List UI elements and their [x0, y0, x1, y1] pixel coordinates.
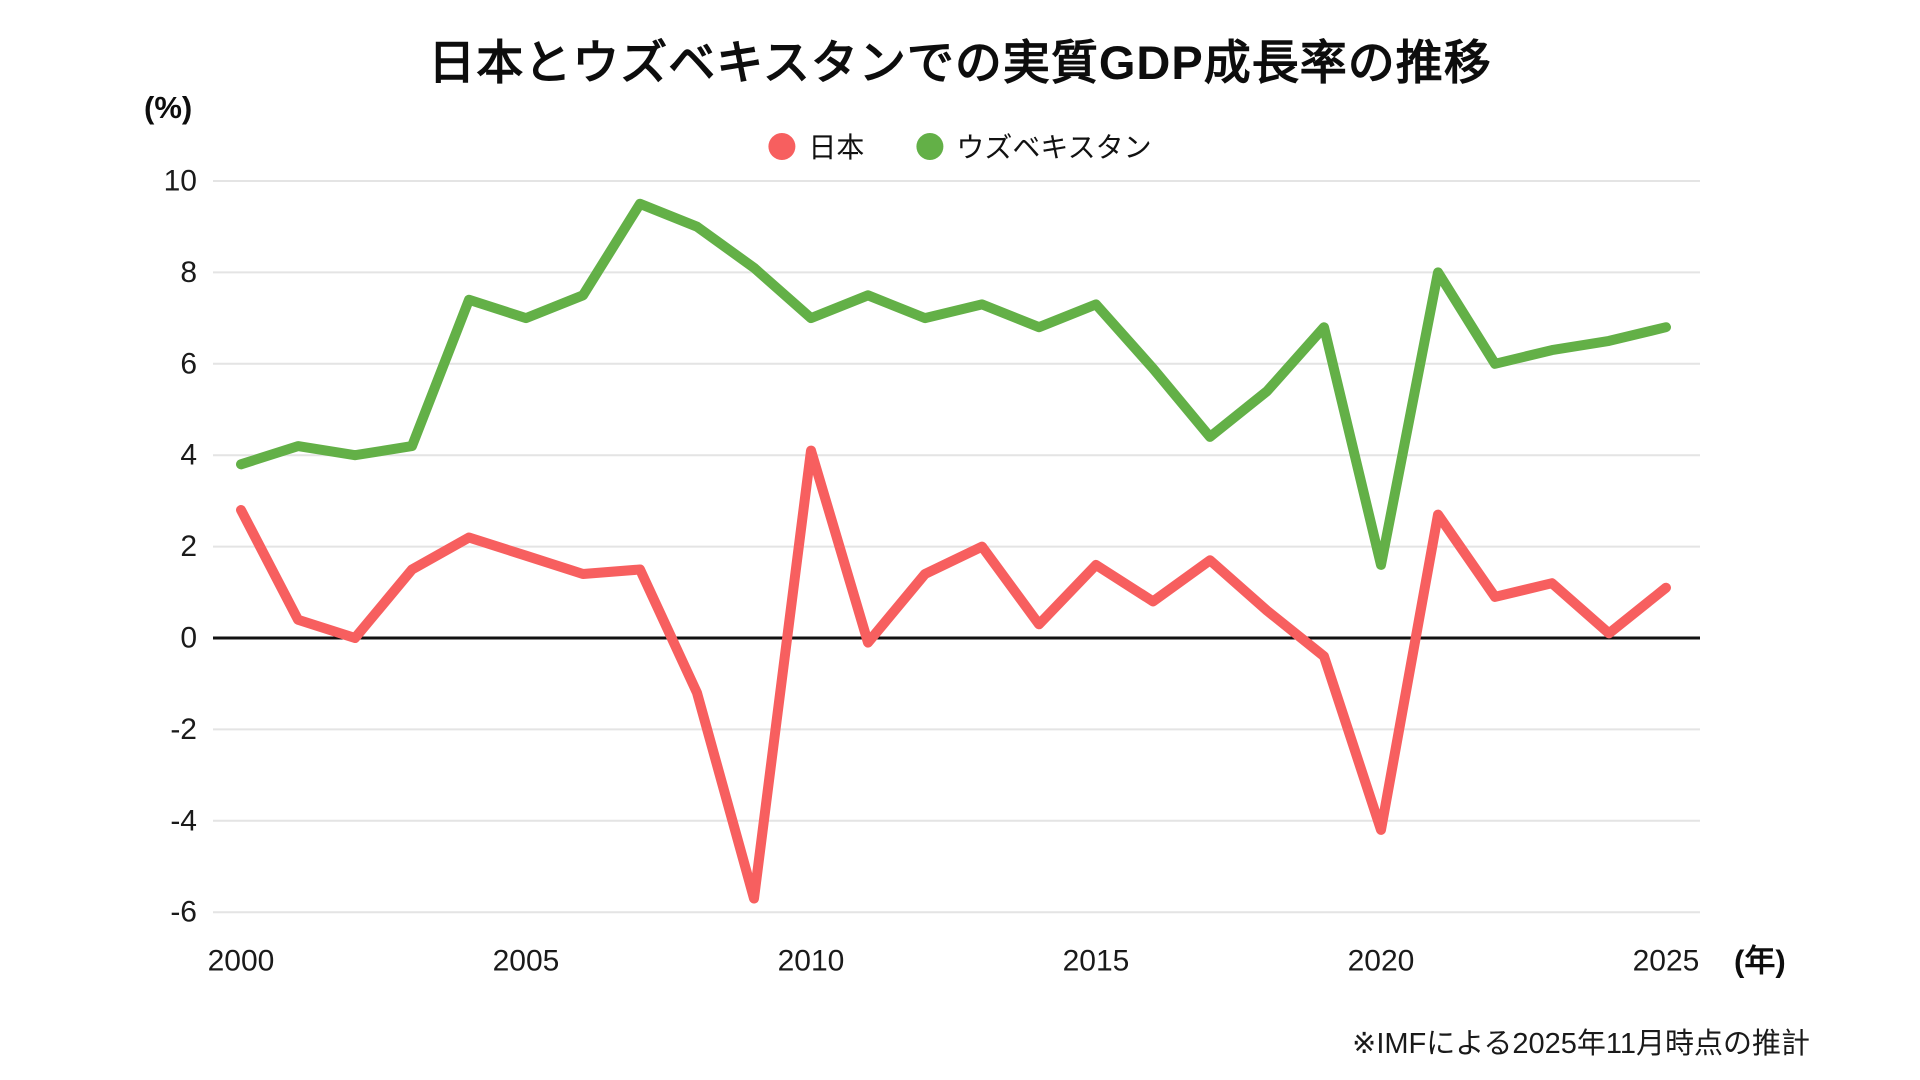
- y-axis-unit-label: (%): [144, 90, 193, 125]
- y-tick-label-4: 4: [180, 439, 197, 472]
- y-tick-label-8: 8: [180, 256, 197, 289]
- chart-title: 日本とウズベキスタンでの実質GDP成長率の推移: [428, 36, 1492, 89]
- legend-item-japan: 日本: [768, 126, 864, 166]
- y-tick-label--2: -2: [170, 713, 197, 746]
- x-tick-label-2015: 2015: [1063, 945, 1130, 978]
- y-tick-label-6: 6: [180, 347, 197, 380]
- x-tick-label-2010: 2010: [778, 945, 845, 978]
- y-tick-label-0: 0: [180, 622, 197, 655]
- y-tick-label-10: 10: [164, 165, 197, 198]
- legend: 日本 ウズベキスタン: [768, 126, 1152, 166]
- y-tick-label--4: -4: [170, 804, 197, 837]
- series-line-japan: [236, 445, 1671, 904]
- legend-dot-japan-icon: [768, 132, 796, 160]
- y-tick-label--6: -6: [170, 896, 197, 929]
- legend-label-japan: 日本: [808, 132, 865, 163]
- x-tick-label-2005: 2005: [493, 945, 560, 978]
- series-line-uzbekistan: [236, 198, 1671, 570]
- legend-label-uzbekistan: ウズベキスタン: [956, 132, 1152, 163]
- legend-dot-uzbekistan-icon: [916, 132, 944, 160]
- y-tick-label-2: 2: [180, 530, 197, 563]
- x-axis-unit-label: (年): [1734, 944, 1786, 979]
- source-footnote: ※IMFによる2025年11月時点の推計: [1352, 1028, 1810, 1060]
- x-tick-label-2000: 2000: [208, 945, 275, 978]
- x-tick-label-2025: 2025: [1633, 945, 1700, 978]
- x-tick-label-2020: 2020: [1348, 945, 1415, 978]
- legend-item-uzbekistan: ウズベキスタン: [916, 126, 1152, 166]
